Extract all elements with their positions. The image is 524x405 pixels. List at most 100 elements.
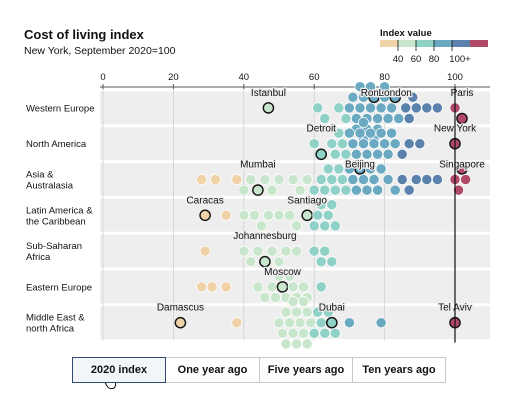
- city-label-caracas: Caracas: [186, 195, 223, 206]
- city-label-johannesburg: Johannesburg: [233, 231, 296, 242]
- city-point: [361, 148, 373, 160]
- city-point: [389, 184, 401, 196]
- row-label-latin-america-the-caribbean: Latin America &: [26, 205, 93, 216]
- city-point: [322, 306, 334, 318]
- city-point: [287, 296, 299, 307]
- city-point: [382, 113, 394, 124]
- highlighted-city-point: [252, 184, 264, 196]
- city-point: [259, 292, 271, 303]
- city-point: [421, 102, 433, 114]
- city-point: [319, 184, 331, 196]
- city-point: [386, 127, 398, 139]
- city-point: [266, 281, 278, 293]
- city-point: [245, 174, 257, 185]
- row-label-latin-america-the-caribbean: the Caribbean: [26, 216, 86, 227]
- legend-swatch: [398, 40, 416, 47]
- city-point: [326, 256, 338, 268]
- legend-swatch: [434, 40, 452, 47]
- city-point: [347, 138, 359, 150]
- city-point: [308, 327, 320, 339]
- city-point: [333, 163, 345, 175]
- city-point: [301, 306, 313, 318]
- city-point: [329, 148, 341, 160]
- row-label-asia-australasia: Asia &: [26, 170, 54, 181]
- city-point: [414, 138, 426, 150]
- tab-2020-index[interactable]: 2020 index: [72, 357, 166, 383]
- city-point: [347, 174, 359, 185]
- city-point: [375, 127, 387, 139]
- city-point: [421, 174, 433, 185]
- city-point: [291, 245, 303, 257]
- tab-ten-years-ago[interactable]: Ten years ago: [352, 357, 446, 383]
- legend-swatch: [416, 40, 434, 47]
- chart-title: Cost of living index: [24, 27, 144, 42]
- city-point: [375, 163, 387, 175]
- city-point: [343, 102, 355, 114]
- row-label-sub-saharan-africa: Africa: [26, 252, 51, 263]
- tab-five-years-ago[interactable]: Five years ago: [259, 357, 353, 383]
- city-point: [284, 209, 296, 221]
- city-point: [386, 102, 398, 114]
- city-point: [354, 127, 366, 139]
- highlighted-city-point: [276, 281, 289, 293]
- tab-one-year-ago[interactable]: One year ago: [165, 357, 260, 383]
- city-point: [403, 184, 415, 196]
- city-point: [319, 327, 331, 339]
- row-label-western-europe: Western Europe: [26, 103, 94, 114]
- city-point: [206, 281, 218, 293]
- city-point: [220, 209, 232, 221]
- city-point: [372, 148, 384, 160]
- legend-swatch: [380, 40, 398, 47]
- city-point: [262, 209, 274, 221]
- city-point: [315, 317, 327, 329]
- legend-swatch: [452, 40, 470, 47]
- city-point: [410, 174, 422, 185]
- city-point: [372, 113, 384, 124]
- city-point: [312, 306, 324, 318]
- row-label-sub-saharan-africa: Sub-Saharan: [26, 241, 82, 252]
- city-point: [393, 113, 405, 124]
- city-point: [287, 281, 299, 293]
- city-point: [382, 174, 394, 185]
- highlighted-city-point: [456, 112, 468, 125]
- city-point: [273, 317, 285, 329]
- city-point: [326, 138, 338, 150]
- city-point: [319, 245, 331, 257]
- city-point: [266, 184, 278, 196]
- city-point: [329, 184, 341, 196]
- city-point: [294, 184, 306, 196]
- city-point: [210, 174, 222, 185]
- highlighted-city-point: [315, 148, 328, 161]
- city-point: [255, 220, 267, 232]
- city-point: [329, 327, 341, 339]
- legend-tick-label: 100+: [449, 54, 471, 65]
- city-point: [326, 174, 338, 185]
- city-point: [382, 148, 394, 160]
- city-point: [368, 138, 380, 150]
- city-point: [238, 184, 250, 196]
- city-point: [333, 102, 345, 114]
- highlighted-city-point: [456, 163, 468, 175]
- city-point: [365, 102, 376, 114]
- x-tick-label: 40: [239, 72, 250, 83]
- city-label-damascus: Damascus: [157, 303, 204, 314]
- city-point: [273, 270, 285, 282]
- city-point: [403, 113, 415, 124]
- city-point: [312, 102, 324, 114]
- city-label-dubai: Dubai: [319, 303, 345, 314]
- city-point: [343, 317, 355, 329]
- city-label-moscow: Moscow: [264, 267, 301, 278]
- city-point: [358, 174, 369, 185]
- city-label-paris: Paris: [451, 88, 474, 99]
- legend-tick-label: 80: [429, 54, 440, 65]
- city-point: [298, 327, 310, 339]
- city-label-beijing: Beijing: [345, 160, 375, 171]
- city-point: [326, 199, 338, 211]
- highlighted-city-point: [174, 316, 187, 329]
- city-point: [248, 209, 260, 221]
- city-point: [340, 148, 352, 160]
- x-tick-label: 20: [168, 72, 179, 83]
- city-point: [350, 148, 362, 160]
- city-point: [319, 220, 331, 232]
